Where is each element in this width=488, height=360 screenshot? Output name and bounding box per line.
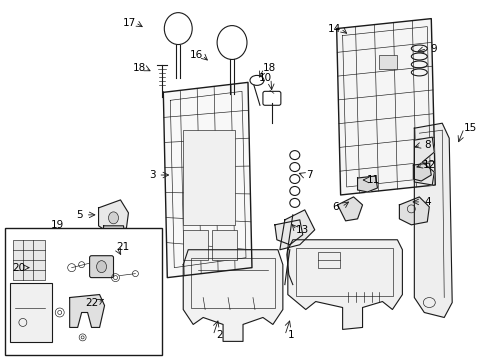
Text: 1: 1 [287, 330, 293, 341]
Bar [295, 248, 393, 296]
Bar [183, 230, 208, 260]
Polygon shape [337, 197, 362, 221]
Bar [13, 240, 45, 280]
Polygon shape [183, 250, 282, 341]
Text: 21: 21 [116, 242, 129, 252]
Bar [10, 283, 52, 342]
Text: 4: 4 [423, 197, 430, 207]
Text: 18: 18 [133, 63, 146, 73]
Bar [212, 230, 237, 260]
Text: 2: 2 [215, 330, 222, 341]
Polygon shape [399, 197, 428, 225]
Text: 10: 10 [258, 73, 271, 84]
Polygon shape [103, 226, 126, 248]
Text: 20: 20 [12, 263, 25, 273]
Polygon shape [99, 200, 128, 236]
Text: 16: 16 [189, 50, 203, 60]
Text: 9: 9 [429, 44, 436, 54]
Text: 17: 17 [122, 18, 136, 28]
Ellipse shape [96, 261, 106, 273]
Text: 22: 22 [85, 297, 98, 307]
Ellipse shape [108, 212, 118, 224]
Text: 14: 14 [327, 24, 341, 33]
Bar [379, 55, 397, 69]
Bar [317, 252, 339, 268]
Text: 11: 11 [366, 175, 379, 185]
Text: 12: 12 [422, 160, 435, 170]
Polygon shape [274, 220, 302, 245]
Text: 18: 18 [263, 63, 276, 73]
Polygon shape [336, 19, 434, 195]
Polygon shape [357, 176, 377, 192]
Text: 19: 19 [51, 220, 64, 230]
Polygon shape [69, 294, 104, 328]
Text: 15: 15 [463, 123, 476, 133]
FancyBboxPatch shape [89, 256, 113, 278]
Polygon shape [413, 137, 433, 185]
Text: 5: 5 [76, 210, 83, 220]
Bar [191, 258, 274, 307]
Text: 6: 6 [332, 202, 338, 212]
Text: 7: 7 [306, 170, 312, 180]
Polygon shape [412, 163, 430, 181]
Polygon shape [413, 123, 451, 318]
Bar [183, 130, 235, 225]
Text: 8: 8 [423, 140, 430, 150]
Polygon shape [163, 82, 251, 278]
Bar [5, 228, 162, 355]
Text: 3: 3 [149, 170, 155, 180]
Text: 13: 13 [296, 225, 309, 235]
Polygon shape [279, 210, 314, 250]
Polygon shape [287, 240, 402, 329]
